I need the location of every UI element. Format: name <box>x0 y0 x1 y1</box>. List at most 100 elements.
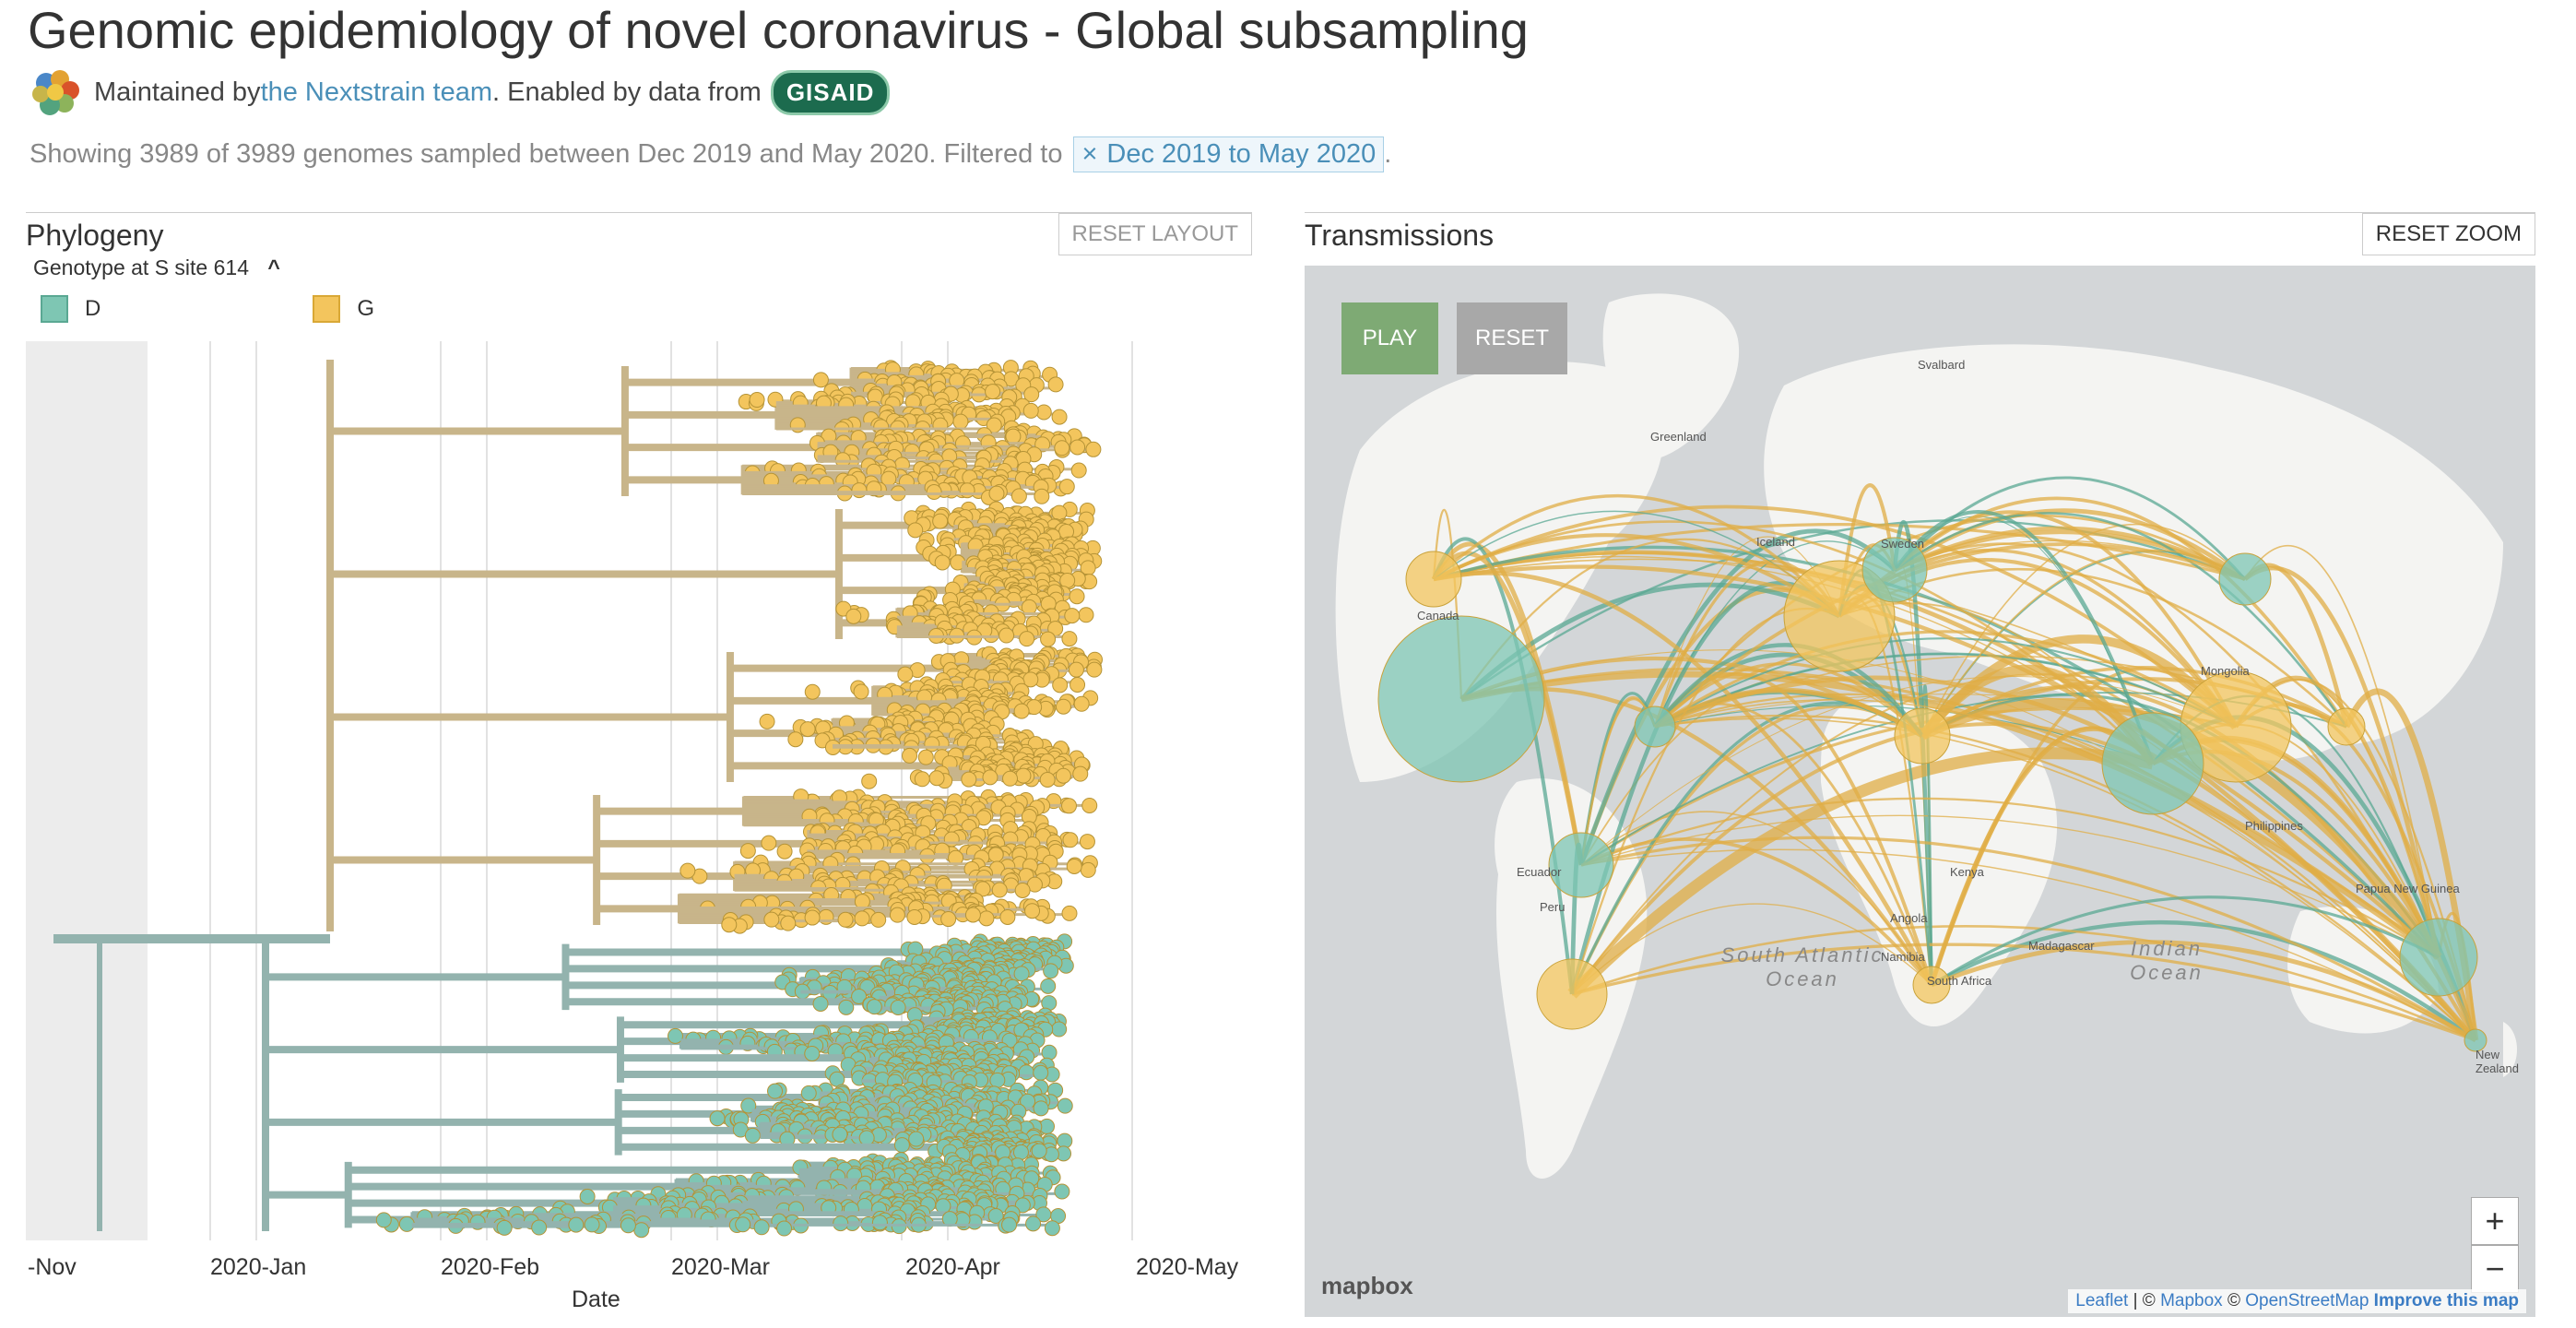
tree-tip[interactable] <box>906 908 923 925</box>
tree-tip[interactable] <box>988 485 1005 502</box>
tree-tip[interactable] <box>531 1219 548 1236</box>
tree-tip[interactable] <box>763 911 780 928</box>
tree-tip[interactable] <box>871 1215 888 1231</box>
location-bubble[interactable] <box>1912 966 1951 1004</box>
tree-tip[interactable] <box>987 1207 1004 1224</box>
tree-tip[interactable] <box>584 1216 600 1233</box>
location-bubble[interactable] <box>1548 832 1614 898</box>
tree-tip[interactable] <box>889 907 905 923</box>
tree-tip[interactable] <box>851 482 868 499</box>
tree-tip[interactable] <box>633 1222 650 1239</box>
tree-tip[interactable] <box>1054 1183 1070 1200</box>
tree-tip[interactable] <box>1035 1206 1052 1223</box>
tree-tip[interactable] <box>907 522 924 539</box>
tree-tip[interactable] <box>1002 770 1019 787</box>
tree-tip[interactable] <box>1033 1100 1049 1117</box>
tree-tip[interactable] <box>1031 1143 1047 1159</box>
location-bubble[interactable] <box>1783 560 1896 672</box>
location-bubble[interactable] <box>1861 537 1928 603</box>
location-bubble[interactable] <box>2464 1028 2487 1052</box>
tree-tip[interactable] <box>897 666 914 682</box>
tree-tip[interactable] <box>568 1216 585 1233</box>
tree-tip[interactable] <box>959 482 975 499</box>
tree-tip[interactable] <box>753 1219 770 1236</box>
tree-tip[interactable] <box>1072 765 1089 782</box>
tree-tip[interactable] <box>787 731 804 748</box>
tree-tip[interactable] <box>932 513 949 529</box>
reset-zoom-button[interactable]: RESET ZOOM <box>2361 213 2535 255</box>
location-bubble[interactable] <box>1634 706 1676 748</box>
tree-tip[interactable] <box>812 995 829 1012</box>
tree-tip[interactable] <box>890 999 906 1015</box>
tree-tip[interactable] <box>1014 882 1031 898</box>
tree-tip[interactable] <box>1013 966 1030 982</box>
tree-tip[interactable] <box>1069 588 1085 605</box>
zoom-in-button[interactable]: + <box>2471 1197 2519 1245</box>
location-bubble[interactable] <box>1894 707 1951 765</box>
tree-tip[interactable] <box>1025 1215 1042 1232</box>
tree-tip[interactable] <box>1023 386 1040 403</box>
reset-layout-button[interactable]: RESET LAYOUT <box>1058 213 1252 255</box>
tree-tip[interactable] <box>776 1220 793 1237</box>
tree-tip[interactable] <box>838 999 855 1015</box>
tree-tip[interactable] <box>1001 1216 1018 1233</box>
location-bubble[interactable] <box>1405 551 1462 608</box>
tree-tip[interactable] <box>845 608 862 624</box>
tree-tip[interactable] <box>1068 661 1084 678</box>
tree-tip[interactable] <box>739 843 756 860</box>
zoom-out-button[interactable]: − <box>2471 1245 2519 1293</box>
tree-tip[interactable] <box>721 917 738 933</box>
tree-tip[interactable] <box>804 683 821 700</box>
tree-tip[interactable] <box>853 683 869 700</box>
chevron-up-icon[interactable]: ^ <box>267 255 280 279</box>
tree-tip[interactable] <box>908 1131 925 1147</box>
tree-tip[interactable] <box>1040 978 1057 994</box>
tree-tip[interactable] <box>861 773 878 789</box>
tree-tip[interactable] <box>1057 1097 1073 1114</box>
tree-tip[interactable] <box>1012 1144 1029 1160</box>
remove-filter-icon[interactable]: × <box>1081 138 1098 169</box>
tree-tip[interactable] <box>679 862 696 879</box>
tree-tip[interactable] <box>1073 695 1090 712</box>
reset-map-button[interactable]: RESET <box>1457 302 1567 374</box>
tree-tip[interactable] <box>667 1027 683 1044</box>
tree-tip[interactable] <box>1035 404 1052 421</box>
tree-tip[interactable] <box>1005 428 1022 445</box>
tree-tip[interactable] <box>870 911 887 928</box>
tree-tip[interactable] <box>709 1110 726 1127</box>
tree-tip[interactable] <box>1055 698 1071 715</box>
play-button[interactable]: PLAY <box>1341 302 1438 374</box>
location-bubble[interactable] <box>1536 958 1608 1030</box>
tree-tip[interactable] <box>924 736 940 753</box>
tree-tip[interactable] <box>620 1217 636 1234</box>
tree-tip[interactable] <box>1062 832 1079 848</box>
leaflet-link[interactable]: Leaflet <box>2075 1291 2129 1310</box>
tree-tip[interactable] <box>998 627 1015 644</box>
tree-tip[interactable] <box>1013 703 1030 719</box>
mapbox-link[interactable]: Mapbox <box>2160 1291 2223 1310</box>
legend-item-g[interactable]: G <box>313 295 374 323</box>
tree-tip[interactable] <box>932 417 949 433</box>
tree-tip[interactable] <box>1034 488 1050 504</box>
gisaid-logo[interactable]: GISAID <box>770 69 891 115</box>
tree-tip[interactable] <box>744 1127 761 1144</box>
legend-title[interactable]: Genotype at S site 614 ^ <box>33 255 280 280</box>
tree-tip[interactable] <box>934 554 951 571</box>
location-bubbles[interactable] <box>1377 537 2487 1052</box>
tree-tip[interactable] <box>1018 1064 1034 1081</box>
tree-tip[interactable] <box>985 384 1001 400</box>
tree-tip[interactable] <box>1086 661 1103 678</box>
tree-tip[interactable] <box>759 713 775 729</box>
tree-tip[interactable] <box>375 1212 392 1228</box>
tree-tip[interactable] <box>1024 903 1041 919</box>
tree-tip[interactable] <box>776 843 793 860</box>
tree-tip[interactable] <box>1033 1064 1049 1081</box>
tree-tip[interactable] <box>837 911 854 928</box>
tree-tip[interactable] <box>780 915 797 931</box>
tree-tip[interactable] <box>799 721 816 738</box>
tree-tip[interactable] <box>1014 1197 1031 1214</box>
tree-tip[interactable] <box>579 1188 596 1204</box>
tree-tip[interactable] <box>1051 1021 1068 1038</box>
tree-tip[interactable] <box>902 747 918 764</box>
tree-tip[interactable] <box>496 1219 513 1236</box>
